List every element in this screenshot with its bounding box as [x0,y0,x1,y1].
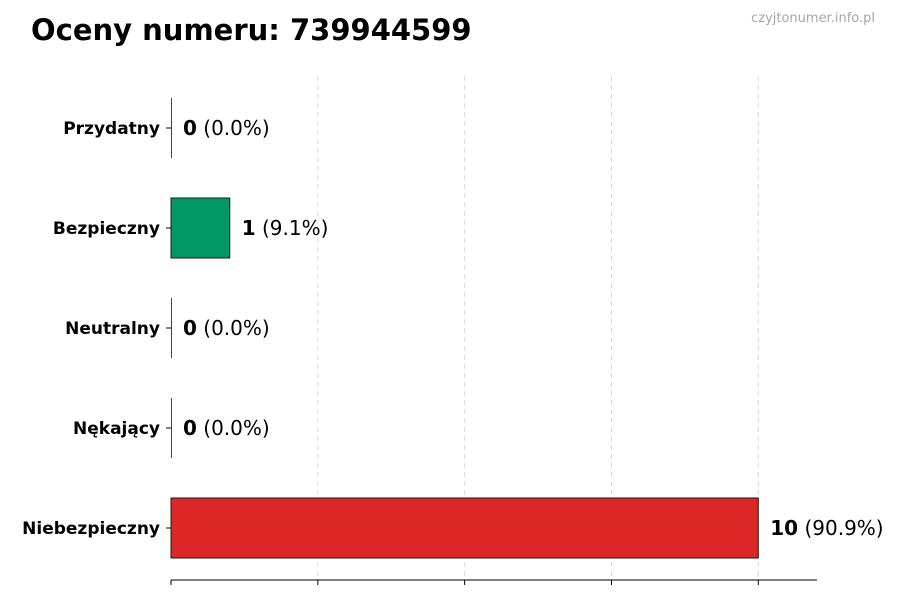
bars [170,98,759,559]
value-percent-3: (0.0%) [197,416,270,440]
watermark: czyjtonumer.info.pl [751,11,875,26]
value-labels: 0 (0.0%)1 (9.1%)0 (0.0%)0 (0.0%)10 (90.9… [183,116,884,540]
value-count-2: 0 [183,316,197,340]
value-percent-0: (0.0%) [197,116,270,140]
category-label-1: Bezpieczny [53,219,160,239]
value-percent-4: (90.9%) [798,516,884,540]
value-label-3: 0 (0.0%) [183,416,270,440]
category-label-4: Niebezpieczny [22,519,160,539]
value-percent-1: (9.1%) [256,216,329,240]
bar-1 [170,197,231,259]
value-count-1: 1 [242,216,256,240]
x-axis [170,579,817,585]
value-count-4: 10 [770,516,798,540]
category-label-3: Nękający [73,419,160,439]
value-percent-2: (0.0%) [197,316,270,340]
category-label-0: Przydatny [63,119,160,139]
category-labels: Przydatny Bezpieczny Neutralny Nękający Nieb… [22,119,171,539]
value-label-2: 0 (0.0%) [183,316,270,340]
value-label-0: 0 (0.0%) [183,116,270,140]
gridlines [317,76,759,580]
chart-title: Oceny numeru: 739944599 [31,13,472,47]
value-label-4: 10 (90.9%) [770,516,883,540]
category-label-2: Neutralny [65,319,160,339]
value-label-1: 1 (9.1%) [242,216,329,240]
value-count-0: 0 [183,116,197,140]
bar-4 [170,497,759,559]
value-count-3: 0 [183,416,197,440]
